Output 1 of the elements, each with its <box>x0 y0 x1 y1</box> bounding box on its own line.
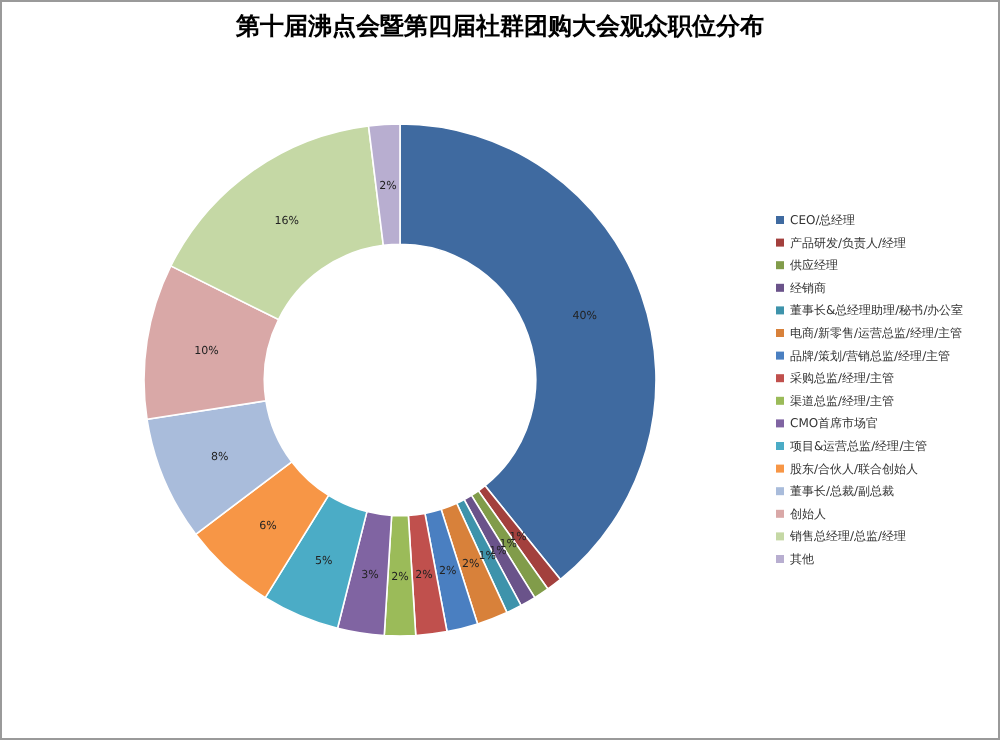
chart-title: 第十届沸点会暨第四届社群团购大会观众职位分布 <box>234 12 764 40</box>
